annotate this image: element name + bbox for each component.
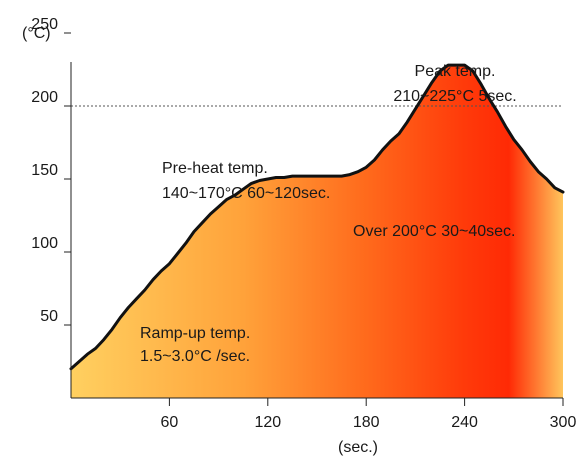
x-tick-label: 60 [161, 414, 179, 431]
y-tick-label: 100 [31, 235, 58, 252]
x-tick-label: 180 [353, 414, 380, 431]
y-tick-label: 150 [31, 162, 58, 179]
y-tick-label: 200 [31, 89, 58, 106]
x-tick-label: 300 [550, 414, 577, 431]
x-tick-label: 240 [451, 414, 478, 431]
y-tick-label: 250 [31, 16, 58, 33]
preheat-annotation-detail: 140~170°C 60~120sec. [162, 185, 330, 202]
rampup-annotation-title: Ramp-up temp. [140, 325, 250, 342]
temperature-area-fill [71, 65, 563, 398]
x-ticks: 60 120 180 240 300 [161, 398, 577, 431]
rampup-annotation-detail: 1.5~3.0°C /sec. [140, 348, 250, 365]
axes [70, 62, 563, 399]
peak-annotation-detail: 210~225°C 5sec. [393, 88, 516, 105]
y-axis-label: (°C) [22, 25, 51, 42]
preheat-annotation-title: Pre-heat temp. [162, 160, 268, 177]
peak-annotation-title: Peak temp. [415, 63, 496, 80]
x-tick-label: 120 [254, 414, 281, 431]
x-axis-label: (sec.) [338, 439, 378, 456]
annotations: Peak temp. 210~225°C 5sec. Pre-heat temp… [140, 63, 517, 365]
y-tick-label: 50 [40, 308, 58, 325]
over200-annotation: Over 200°C 30~40sec. [353, 223, 516, 240]
temperature-curve-line [69, 63, 565, 371]
y-ticks: 50 100 150 200 250 [31, 16, 71, 326]
